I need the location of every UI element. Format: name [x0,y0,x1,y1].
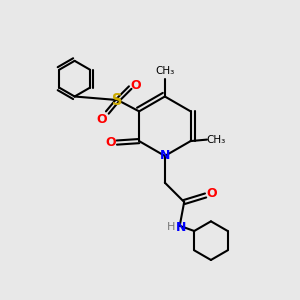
Text: H: H [167,222,175,232]
Text: O: O [207,188,218,200]
Text: S: S [112,93,123,108]
Text: CH₃: CH₃ [207,135,226,145]
Text: N: N [176,221,186,234]
Text: CH₃: CH₃ [155,66,175,76]
Text: O: O [131,79,142,92]
Text: O: O [97,112,107,126]
Text: O: O [105,136,116,149]
Text: N: N [160,149,170,162]
